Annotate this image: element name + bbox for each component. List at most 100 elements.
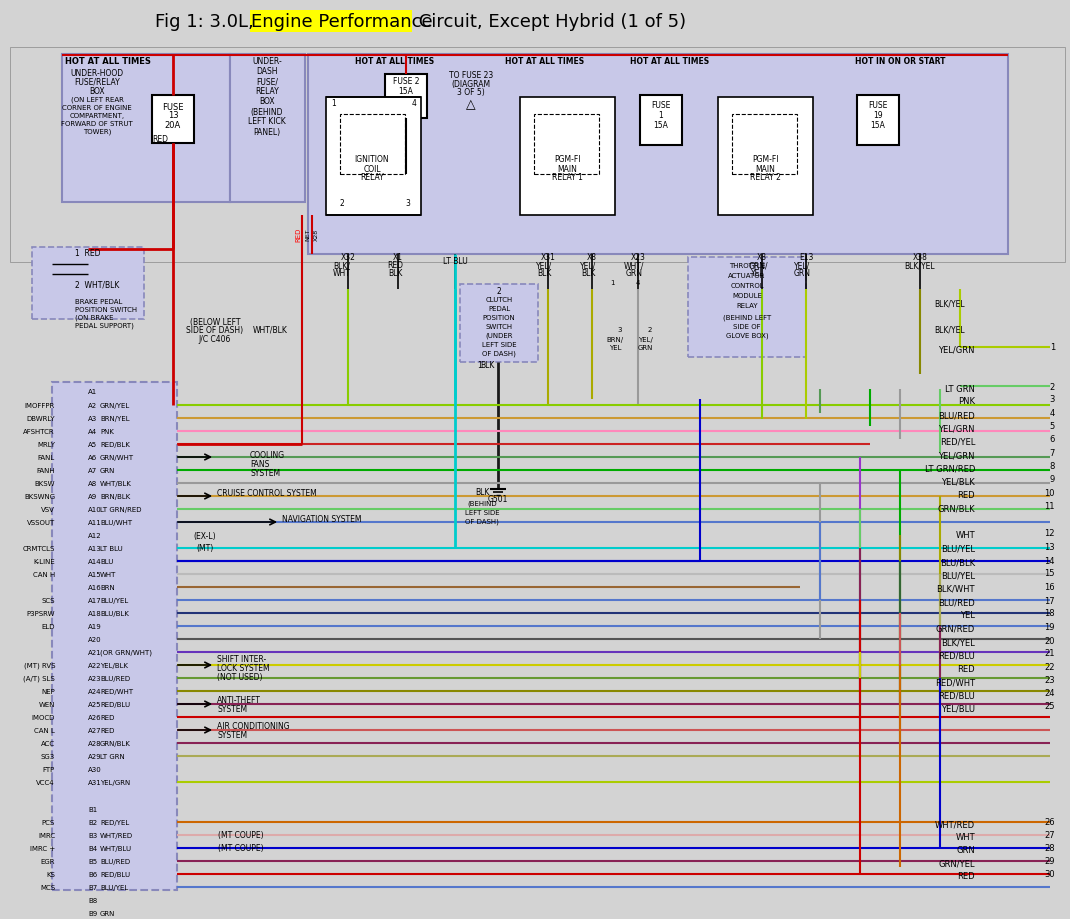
Text: TOWER): TOWER)	[82, 129, 111, 135]
Text: A1: A1	[88, 389, 97, 394]
Bar	[326, 98, 421, 216]
Text: 5: 5	[1050, 422, 1055, 431]
Text: ANTI-THEFT: ANTI-THEFT	[217, 696, 261, 705]
Text: BLU/YEL: BLU/YEL	[941, 571, 975, 580]
Text: 15A: 15A	[654, 120, 669, 130]
Bar	[308, 55, 1008, 255]
Text: RED/WHT: RED/WHT	[935, 678, 975, 686]
Text: B5: B5	[88, 858, 97, 864]
Text: GRN: GRN	[626, 269, 642, 278]
Text: A6: A6	[88, 455, 97, 460]
Text: IMRC +: IMRC +	[30, 845, 55, 851]
Text: 1: 1	[610, 279, 614, 286]
Text: HOT IN ON OR START: HOT IN ON OR START	[855, 57, 945, 66]
Text: WEN: WEN	[39, 701, 55, 708]
Text: A5: A5	[88, 441, 97, 448]
Text: LT BLU: LT BLU	[100, 545, 123, 551]
Text: DBWRLY: DBWRLY	[27, 415, 55, 422]
Text: SWITCH: SWITCH	[486, 323, 513, 330]
Text: BKSWNG: BKSWNG	[24, 494, 55, 499]
Text: BLU: BLU	[100, 559, 113, 564]
Text: (MT): (MT)	[197, 544, 214, 553]
FancyBboxPatch shape	[250, 11, 412, 33]
Text: A20: A20	[88, 636, 102, 642]
Text: 30: 30	[1044, 869, 1055, 879]
Text: (MT) RVS: (MT) RVS	[24, 662, 55, 668]
Text: HOT AT ALL TIMES: HOT AT ALL TIMES	[630, 57, 709, 66]
Text: BLK: BLK	[475, 488, 489, 497]
Text: RED/YEL: RED/YEL	[100, 819, 129, 825]
Text: WHT/RED: WHT/RED	[935, 820, 975, 829]
Text: GRN/BLK: GRN/BLK	[937, 504, 975, 513]
Bar	[640, 96, 682, 146]
Text: 2: 2	[647, 326, 653, 333]
Text: HOT AT ALL TIMES: HOT AT ALL TIMES	[355, 57, 434, 66]
Text: 13: 13	[1044, 542, 1055, 550]
Text: GRN: GRN	[638, 345, 653, 351]
Text: BLK/YEL: BLK/YEL	[942, 638, 975, 647]
Text: 20A: 20A	[165, 121, 181, 130]
Text: LEFT KICK: LEFT KICK	[248, 118, 286, 126]
Text: GRN: GRN	[100, 910, 116, 916]
Text: YEL/BLU: YEL/BLU	[941, 704, 975, 713]
Bar	[534, 115, 599, 175]
Text: RED/BLK: RED/BLK	[100, 441, 129, 448]
Text: BLU/RED: BLU/RED	[100, 675, 131, 681]
Text: 20: 20	[1044, 636, 1055, 645]
Text: BLU/YEL: BLU/YEL	[941, 544, 975, 553]
Text: 12: 12	[1044, 529, 1055, 538]
Text: X31: X31	[540, 254, 555, 262]
Text: BLU/BLK: BLU/BLK	[100, 610, 128, 617]
Text: OF DASH): OF DASH)	[465, 518, 499, 525]
Text: A27: A27	[88, 727, 102, 733]
Text: WHT: WHT	[956, 531, 975, 539]
Text: RED: RED	[100, 727, 114, 733]
Bar	[0, 0, 1070, 45]
Text: MCS: MCS	[40, 884, 55, 890]
Text: MRLY: MRLY	[37, 441, 55, 448]
Text: ELD: ELD	[42, 623, 55, 630]
Text: RED/BLU: RED/BLU	[938, 691, 975, 699]
Text: RED: RED	[100, 714, 114, 720]
Text: AIR CONDITIONING: AIR CONDITIONING	[217, 721, 290, 731]
Text: SYSTEM: SYSTEM	[217, 705, 247, 714]
Text: 3: 3	[406, 199, 411, 209]
Text: (DIAGRAM: (DIAGRAM	[452, 79, 490, 88]
Text: GRN: GRN	[957, 845, 975, 855]
Text: BLK/YEL: BLK/YEL	[935, 325, 965, 335]
Text: BLU/RED: BLU/RED	[938, 598, 975, 607]
Text: PCS: PCS	[42, 819, 55, 825]
Text: THROTTLE: THROTTLE	[729, 263, 765, 268]
Bar	[230, 55, 305, 203]
Text: SHIFT INTER-: SHIFT INTER-	[217, 654, 266, 664]
Bar	[340, 115, 406, 175]
Text: GRN/: GRN/	[748, 261, 768, 270]
Text: WHT/: WHT/	[624, 261, 644, 270]
Text: B9: B9	[88, 910, 97, 916]
Text: YEL/GRN: YEL/GRN	[938, 451, 975, 460]
Text: CORNER OF ENGINE: CORNER OF ENGINE	[62, 105, 132, 111]
Bar	[520, 98, 615, 216]
Text: (OR GRN/WHT): (OR GRN/WHT)	[100, 649, 152, 655]
Bar	[152, 96, 194, 144]
Text: MAIN: MAIN	[557, 165, 577, 174]
Text: B8: B8	[88, 897, 97, 903]
Text: 13: 13	[168, 111, 179, 120]
Text: 1: 1	[477, 361, 483, 370]
Text: 3: 3	[1050, 395, 1055, 404]
Text: FUSE: FUSE	[652, 101, 671, 110]
Text: 14: 14	[1044, 556, 1055, 565]
Text: CAN H: CAN H	[33, 572, 55, 577]
Text: FUSE/RELAY: FUSE/RELAY	[74, 77, 120, 86]
Text: 10: 10	[1044, 489, 1055, 498]
Text: X1: X1	[393, 254, 403, 262]
Text: A15: A15	[88, 572, 102, 577]
Text: BLU/BLK: BLU/BLK	[939, 558, 975, 567]
Text: 4: 4	[1050, 409, 1055, 418]
Text: RELAY 2: RELAY 2	[750, 174, 780, 182]
Text: WHT/BLK: WHT/BLK	[100, 481, 132, 486]
Text: (BEHIND LEFT: (BEHIND LEFT	[723, 314, 771, 321]
Text: RELAY: RELAY	[255, 87, 279, 96]
Text: YEL: YEL	[609, 345, 622, 351]
Text: A22: A22	[88, 663, 102, 668]
